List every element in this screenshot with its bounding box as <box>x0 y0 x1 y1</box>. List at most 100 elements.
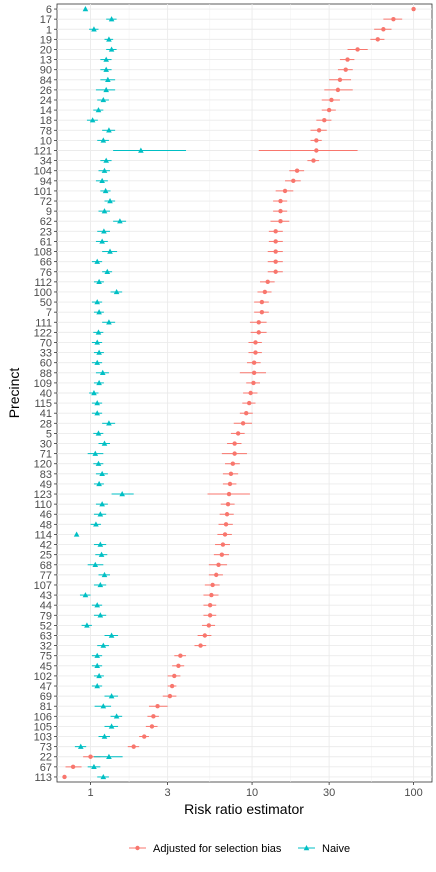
legend-key-point <box>303 845 310 851</box>
y-tick-label: 71 <box>40 449 52 461</box>
point-naive <box>106 420 112 426</box>
point-adjusted <box>273 239 278 244</box>
y-tick-label: 83 <box>40 469 52 481</box>
point-naive <box>96 672 102 679</box>
y-tick-label: 88 <box>40 368 52 380</box>
point-adjusted <box>151 714 156 719</box>
y-tick-label: 14 <box>40 105 52 117</box>
point-adjusted <box>291 178 296 184</box>
x-tick-label: 1 <box>87 787 93 799</box>
point-naive <box>91 390 97 396</box>
y-tick-label: 42 <box>40 540 52 552</box>
point-naive <box>99 369 106 375</box>
y-tick-label: 5 <box>46 428 52 440</box>
y-tick-label: 63 <box>40 630 52 642</box>
point-naive <box>73 531 80 537</box>
point-adjusted <box>411 6 416 12</box>
point-adjusted <box>326 107 332 113</box>
y-tick-label: 52 <box>40 620 52 632</box>
y-tick-label: 100 <box>34 287 52 299</box>
point-naive <box>92 561 99 567</box>
point-naive <box>97 581 104 588</box>
point-naive <box>106 36 112 42</box>
x-tick-label: 3 <box>165 787 171 799</box>
point-naive <box>95 430 102 436</box>
y-tick-label: 46 <box>40 509 52 521</box>
y-tick-label: 19 <box>40 34 52 46</box>
y-tick-label: 113 <box>34 772 52 784</box>
point-naive <box>94 410 101 416</box>
y-tick-label: 105 <box>34 721 52 733</box>
x-tick-label: 10 <box>246 787 258 799</box>
point-naive <box>100 96 107 103</box>
y-tick-label: 109 <box>34 378 52 390</box>
y-tick-label: 114 <box>34 529 52 541</box>
y-tick-label: 18 <box>40 115 52 127</box>
y-tick-label: 73 <box>40 742 52 754</box>
point-adjusted <box>228 471 234 477</box>
point-naive <box>77 743 84 749</box>
y-tick-label: 112 <box>34 277 52 289</box>
point-adjusted <box>259 309 265 315</box>
point-adjusted <box>226 491 232 497</box>
y-tick-label: 62 <box>40 216 52 228</box>
point-adjusted <box>278 219 283 224</box>
point-adjusted <box>202 633 208 638</box>
y-tick-label: 101 <box>34 186 52 198</box>
point-naive <box>94 662 101 669</box>
point-adjusted <box>251 360 257 365</box>
point-naive <box>108 632 115 638</box>
y-tick-label: 121 <box>34 146 52 158</box>
point-adjusted <box>278 198 283 204</box>
point-adjusted <box>167 693 173 699</box>
y-tick-label: 103 <box>34 732 52 744</box>
point-adjusted <box>149 724 155 729</box>
point-adjusted <box>207 602 213 608</box>
y-tick-label: 25 <box>40 550 52 562</box>
y-tick-label: 67 <box>40 762 52 774</box>
point-naive <box>84 622 90 628</box>
point-naive <box>93 521 99 527</box>
point-adjusted <box>273 249 278 254</box>
point-naive <box>119 491 125 497</box>
point-adjusted <box>251 370 257 375</box>
point-adjusted <box>209 592 214 598</box>
legend: Adjusted for selection bias Naive <box>129 843 350 855</box>
point-adjusted <box>253 350 258 355</box>
y-tick-label: 43 <box>40 590 52 602</box>
point-naive <box>91 763 97 770</box>
y-axis-title: Precinct <box>6 368 22 419</box>
point-adjusted <box>244 411 249 416</box>
point-naive <box>100 703 107 709</box>
point-adjusted <box>375 37 380 42</box>
point-adjusted <box>131 744 136 749</box>
point-adjusted <box>343 67 348 72</box>
point-naive <box>94 683 101 689</box>
y-tick-label: 61 <box>40 236 52 248</box>
point-adjusted <box>256 330 261 335</box>
legend-key-adjusted <box>129 845 146 851</box>
point-adjusted <box>322 117 327 123</box>
point-adjusted <box>232 441 237 446</box>
point-adjusted <box>259 299 265 305</box>
point-adjusted <box>314 148 319 153</box>
y-tick-label: 60 <box>40 358 52 370</box>
point-naive <box>100 137 107 143</box>
y-tick-label: 9 <box>46 206 52 218</box>
point-adjusted <box>282 188 288 194</box>
y-tick-label: 48 <box>40 519 52 531</box>
point-naive <box>101 571 108 578</box>
y-tick-label: 120 <box>34 459 52 471</box>
point-naive <box>95 329 102 335</box>
point-naive <box>99 177 105 184</box>
y-tick-label: 77 <box>40 570 52 582</box>
y-tick-label: 68 <box>40 560 52 572</box>
y-tick-label: 107 <box>34 580 52 592</box>
point-adjusted <box>214 572 219 578</box>
y-tick-label: 70 <box>40 337 52 349</box>
x-tick-label: 100 <box>404 787 422 799</box>
y-tick-label: 24 <box>40 95 52 107</box>
y-tick-label: 34 <box>40 156 52 168</box>
point-adjusted <box>88 754 93 759</box>
point-adjusted <box>337 77 343 82</box>
